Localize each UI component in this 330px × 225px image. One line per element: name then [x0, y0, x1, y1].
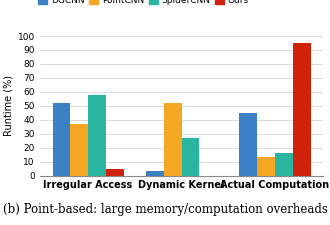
Bar: [164, 103, 182, 176]
Bar: [182, 138, 199, 176]
Bar: [275, 153, 293, 176]
Legend: DGCNN, PointCNN, SpiderCNN, Ours: DGCNN, PointCNN, SpiderCNN, Ours: [38, 0, 248, 5]
Bar: [293, 43, 311, 176]
Bar: [70, 124, 88, 176]
Bar: [52, 103, 70, 176]
Bar: [257, 157, 275, 176]
Bar: [88, 94, 106, 176]
Bar: [146, 171, 164, 176]
Y-axis label: Runtime (%): Runtime (%): [3, 75, 13, 136]
Bar: [240, 113, 257, 176]
Bar: [106, 169, 123, 176]
Text: (b) Point-based: large memory/computation overheads: (b) Point-based: large memory/computatio…: [3, 203, 327, 216]
